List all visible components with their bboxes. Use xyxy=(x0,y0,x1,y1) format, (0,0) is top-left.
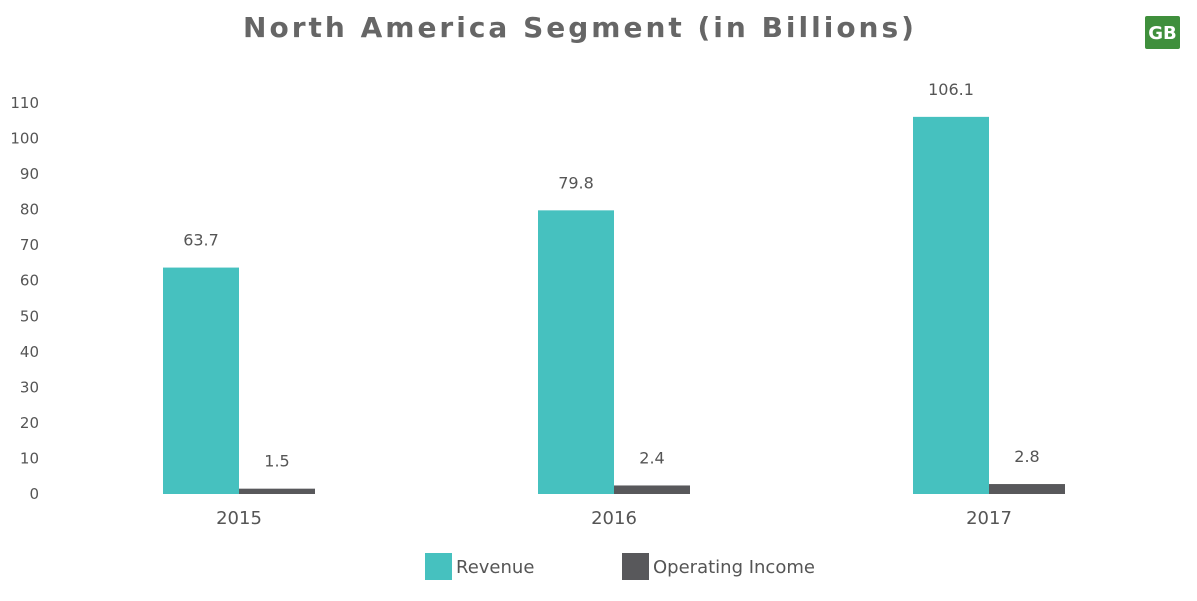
bar-revenue-2015 xyxy=(163,267,239,494)
bar-operating-income-2016 xyxy=(614,485,690,494)
x-axis: 2015 2016 2017 xyxy=(216,508,1012,529)
y-tick-label: 10 xyxy=(20,449,39,467)
bar-operating-income-2015 xyxy=(239,488,315,494)
y-axis: 0 10 20 30 40 50 60 70 80 90 100 110 xyxy=(10,94,39,503)
chart-title: North America Segment (in Billions) xyxy=(243,11,917,44)
data-labels: 63.7 1.5 79.8 2.4 106.1 2.8 xyxy=(183,80,1040,471)
legend-operating-income: Operating Income xyxy=(622,553,815,580)
legend-revenue-swatch xyxy=(425,553,452,580)
y-tick-label: 60 xyxy=(20,272,39,290)
x-tick-label-2015: 2015 xyxy=(216,508,262,529)
y-tick-label: 20 xyxy=(20,414,39,432)
y-tick-label: 40 xyxy=(20,343,39,361)
y-tick-label: 100 xyxy=(10,130,39,148)
bar-revenue-2017 xyxy=(913,116,989,494)
y-tick-label: 30 xyxy=(20,378,39,396)
y-tick-label: 50 xyxy=(20,307,39,325)
legend-operating-income-label: Operating Income xyxy=(653,557,815,578)
data-label-revenue-2015: 63.7 xyxy=(183,231,219,250)
bars xyxy=(163,116,1065,494)
x-tick-label-2016: 2016 xyxy=(591,508,637,529)
legend-revenue: Revenue xyxy=(425,553,534,580)
data-label-revenue-2017: 106.1 xyxy=(928,80,974,99)
data-label-operating-income-2017: 2.8 xyxy=(1014,447,1039,466)
data-label-operating-income-2016: 2.4 xyxy=(639,448,664,467)
y-tick-label: 110 xyxy=(10,94,39,112)
legend-revenue-label: Revenue xyxy=(456,557,534,578)
bar-revenue-2016 xyxy=(538,210,614,494)
bar-operating-income-2017 xyxy=(989,484,1065,494)
y-tick-label: 80 xyxy=(20,201,39,219)
y-tick-label: 70 xyxy=(20,236,39,254)
gb-logo-icon: GB xyxy=(1145,16,1180,49)
logo-text: GB xyxy=(1148,23,1177,44)
legend: Revenue Operating Income xyxy=(425,553,815,580)
legend-operating-income-swatch xyxy=(622,553,649,580)
y-tick-label: 90 xyxy=(20,165,39,183)
data-label-revenue-2016: 79.8 xyxy=(558,173,594,192)
x-tick-label-2017: 2017 xyxy=(966,508,1012,529)
data-label-operating-income-2015: 1.5 xyxy=(264,452,289,471)
y-tick-label: 0 xyxy=(29,485,39,503)
